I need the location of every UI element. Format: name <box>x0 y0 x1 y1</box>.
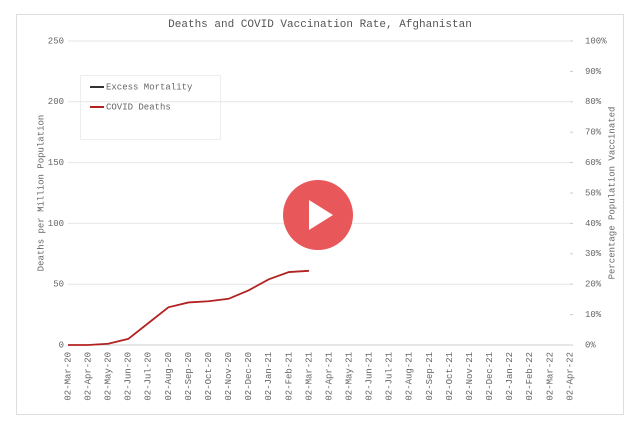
x-tick-label: 02-Jun-21 <box>365 352 375 401</box>
x-tick-label: 02-Dec-21 <box>485 352 495 401</box>
y2-tick-label: 90% <box>585 67 602 77</box>
y-axis-label: Deaths per Million Population <box>36 115 46 272</box>
y-tick-label: 0 <box>59 340 64 350</box>
x-tick-label: 02-Jan-21 <box>264 352 274 401</box>
y2-tick-label: 50% <box>585 188 602 198</box>
x-tick-label: 02-Nov-20 <box>224 352 234 401</box>
plot: 0 50 100 150 200 250 0% 10% 20% 30% 40% 50% 60% 70% 80… <box>48 36 607 400</box>
x-tick-label: 02-Sep-20 <box>184 352 194 401</box>
y2-tick-label: 100% <box>585 36 607 46</box>
x-tick-label: 02-Sep-21 <box>425 352 435 401</box>
x-tick-label: 02-Mar-20 <box>63 352 73 401</box>
x-tick-label: 02-Aug-21 <box>405 352 415 401</box>
y-tick-label: 150 <box>48 158 64 168</box>
x-tick-label: 02-Jul-21 <box>385 352 395 401</box>
y-tick-label: 100 <box>48 219 64 229</box>
x-tick-label: 02-Feb-21 <box>284 352 294 401</box>
x-tick-label: 02-Apr-22 <box>565 352 575 401</box>
x-tick-label: 02-Oct-21 <box>445 352 455 401</box>
y-tick-label: 50 <box>53 280 64 290</box>
x-tick-label: 02-Jan-22 <box>505 352 515 401</box>
x-tick-label: 02-Dec-20 <box>244 352 254 401</box>
y2-tick-label: 60% <box>585 158 602 168</box>
y2-tick-label: 80% <box>585 97 602 107</box>
x-tick-label: 02-Feb-22 <box>525 352 535 401</box>
y-tick-label: 200 <box>48 97 64 107</box>
x-tick-label: 02-May-21 <box>344 352 354 401</box>
y-tick-label: 250 <box>48 36 64 46</box>
x-tick-label: 02-Oct-20 <box>204 352 214 401</box>
x-tick-label: 02-Apr-21 <box>324 352 334 401</box>
x-tick-label: 02-Nov-21 <box>465 352 475 401</box>
play-icon[interactable] <box>309 200 333 230</box>
x-tick-label: 02-Mar-21 <box>304 352 314 401</box>
series-line <box>68 269 310 346</box>
x-tick-label: 02-Aug-20 <box>164 352 174 401</box>
y2-tick-label: 0% <box>585 340 596 350</box>
x-tick-label: 02-Jun-20 <box>124 352 134 401</box>
legend-label: COVID Deaths <box>106 102 171 112</box>
x-tick-label: 02-Mar-22 <box>545 352 555 401</box>
x-tick-label: 02-May-20 <box>104 352 114 401</box>
y2-axis-label: Percentage Population Vaccinated <box>607 107 617 280</box>
y2-tick-label: 40% <box>585 219 602 229</box>
play-button[interactable] <box>283 180 353 250</box>
y2-tick-label: 70% <box>585 128 602 138</box>
legend-label: Excess Mortality <box>106 82 193 92</box>
y2-tick-label: 10% <box>585 310 602 320</box>
x-tick-label: 02-Jul-20 <box>144 352 154 401</box>
chart-title: Deaths and COVID Vaccination Rate, Afgha… <box>168 19 472 31</box>
y2-tick-label: 30% <box>585 249 602 259</box>
y2-tick-label: 20% <box>585 280 602 290</box>
legend-entries: Excess Mortality COVID Deaths <box>90 82 193 112</box>
x-tick-label: 02-Apr-20 <box>83 352 93 401</box>
